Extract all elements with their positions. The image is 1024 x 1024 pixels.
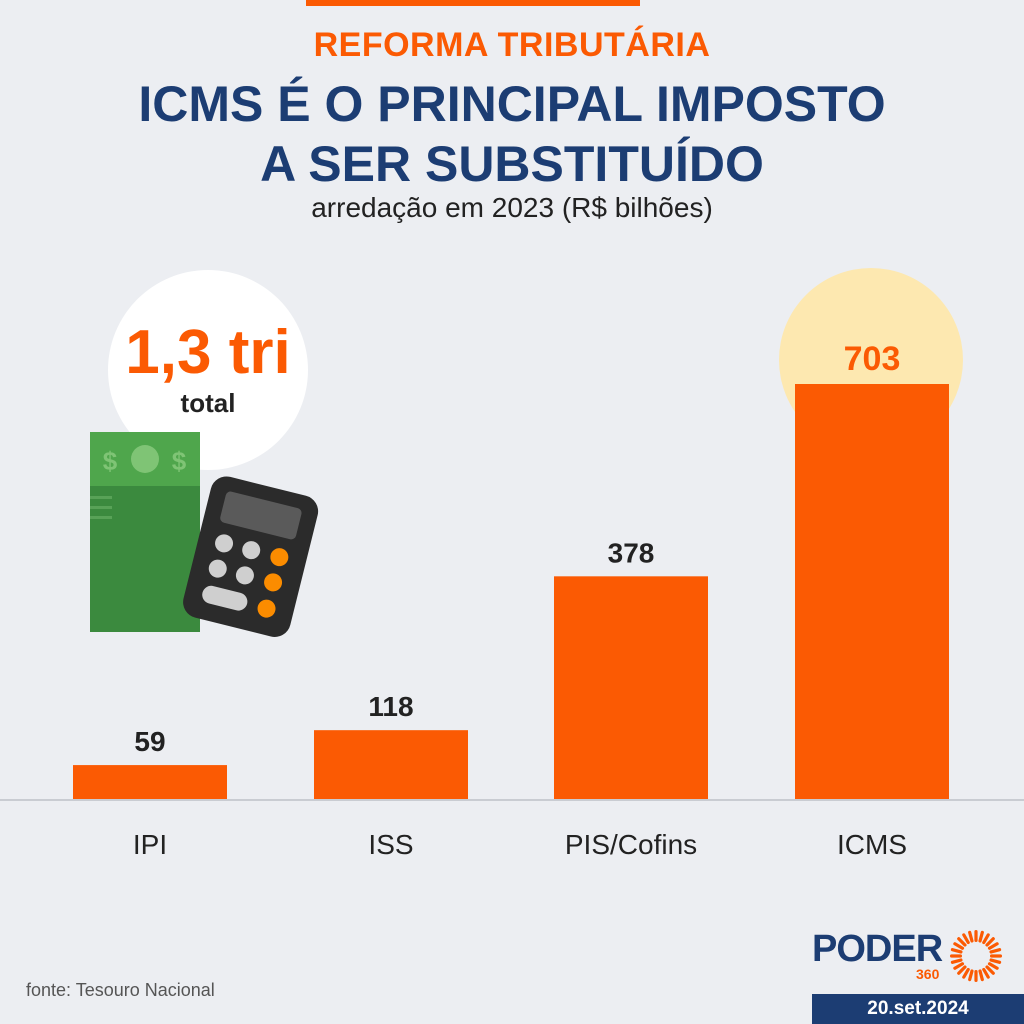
poder360-sun-icon	[950, 930, 1002, 982]
value-label-icms: 703	[844, 340, 901, 378]
page-title: ICMS É O PRINCIPAL IMPOSTO A SER SUBSTIT…	[0, 74, 1024, 194]
bar-iss	[314, 730, 468, 800]
value-label-iss: 118	[368, 691, 413, 722]
title-line-1: ICMS É O PRINCIPAL IMPOSTO	[138, 76, 886, 132]
total-badge: 1,3 tri total	[108, 270, 308, 470]
brand-word: PODER	[812, 928, 943, 970]
total-badge-circle	[108, 270, 308, 470]
category-label-icms: ICMS	[837, 829, 907, 860]
value-label-ipi: 59	[134, 726, 165, 757]
money-bill-icon: $ $	[90, 432, 200, 632]
bar-pis-cofins	[554, 576, 708, 800]
total-value: 1,3 tri	[125, 318, 290, 387]
svg-text:$: $	[172, 446, 187, 476]
category-label-iss: ISS	[368, 829, 413, 860]
top-accent-bar	[306, 0, 640, 6]
date-tag: 20.set.2024	[812, 994, 1024, 1024]
poder360-logo: PODER 360	[812, 928, 1012, 988]
brand-number: 360	[916, 966, 940, 982]
bar-icms	[795, 384, 949, 800]
value-label-pis-cofins: 378	[608, 537, 655, 568]
category-label-pis-cofins: PIS/Cofins	[565, 829, 697, 860]
chart-subtitle: arredação em 2023 (R$ bilhões)	[311, 192, 713, 223]
bars-group: 59 IPI 118 ISS 378 PIS/Cofins 703 ICMS	[73, 340, 949, 860]
svg-text:$: $	[103, 446, 118, 476]
title-line-2: A SER SUBSTITUÍDO	[260, 136, 764, 192]
calculator-icon	[183, 476, 319, 637]
total-label: total	[181, 388, 236, 418]
source-note: fonte: Tesouro Nacional	[26, 980, 215, 1000]
category-label-ipi: IPI	[133, 829, 167, 860]
bar-ipi	[73, 765, 227, 800]
kicker: REFORMA TRIBUTÁRIA	[313, 26, 711, 64]
